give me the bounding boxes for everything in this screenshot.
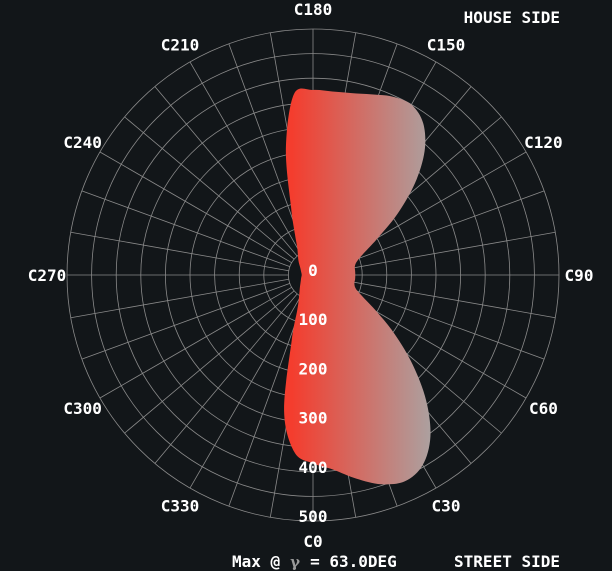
grid-spoke	[124, 290, 295, 434]
angle-label-c90: C90	[565, 266, 594, 285]
grid-spoke	[337, 231, 556, 272]
gamma-symbol: γ	[290, 553, 300, 571]
radial-tick-labels: 0 100 200 300 400 500	[299, 261, 328, 526]
angle-label-c60: C60	[529, 399, 558, 418]
max-prefix: Max @	[232, 552, 281, 571]
grid-spoke	[99, 286, 292, 399]
house-side-label: HOUSE SIDE	[464, 8, 560, 27]
angle-label-c0: C0	[303, 532, 322, 551]
angle-label-c300: C300	[63, 399, 102, 418]
grid-spoke	[228, 43, 305, 253]
grid-spoke	[335, 283, 545, 360]
grid-spoke	[70, 231, 289, 272]
grid-spoke	[99, 151, 292, 264]
grid-spoke	[154, 86, 298, 257]
radial-tick-0: 0	[308, 261, 318, 280]
max-annotation: Max @ γ = 63.0DEG	[232, 552, 397, 571]
grid-spoke	[189, 296, 302, 489]
grid-spoke	[337, 278, 556, 319]
radial-tick-500: 500	[299, 507, 328, 526]
street-side-label: STREET SIDE	[454, 552, 560, 571]
angle-label-c210: C210	[161, 36, 200, 55]
grid-spoke	[189, 61, 302, 254]
grid-spoke	[335, 190, 545, 267]
grid-spoke	[81, 190, 291, 267]
angle-label-c180: C180	[294, 0, 333, 19]
grid-spoke	[70, 278, 289, 319]
angle-label-c240: C240	[63, 133, 102, 152]
grid-spoke	[154, 293, 298, 464]
angle-label-c30: C30	[432, 496, 461, 515]
grid-spoke	[81, 283, 291, 360]
radial-tick-100: 100	[299, 310, 328, 329]
grid-spoke	[124, 116, 295, 260]
radial-tick-400: 400	[299, 458, 328, 477]
radial-tick-200: 200	[299, 359, 328, 378]
angle-label-c270: C270	[28, 266, 67, 285]
radial-tick-300: 300	[299, 409, 328, 428]
angle-label-c150: C150	[427, 36, 466, 55]
grid-spoke	[228, 297, 305, 507]
angle-label-c330: C330	[161, 496, 200, 515]
angle-labels: C0 C30 C60 C90 C120 C150 C180 C210 C240 C270 C300 C…	[28, 0, 594, 551]
max-value: = 63.0DEG	[310, 552, 397, 571]
intensity-distribution-series	[284, 88, 431, 485]
angle-label-c120: C120	[524, 133, 563, 152]
